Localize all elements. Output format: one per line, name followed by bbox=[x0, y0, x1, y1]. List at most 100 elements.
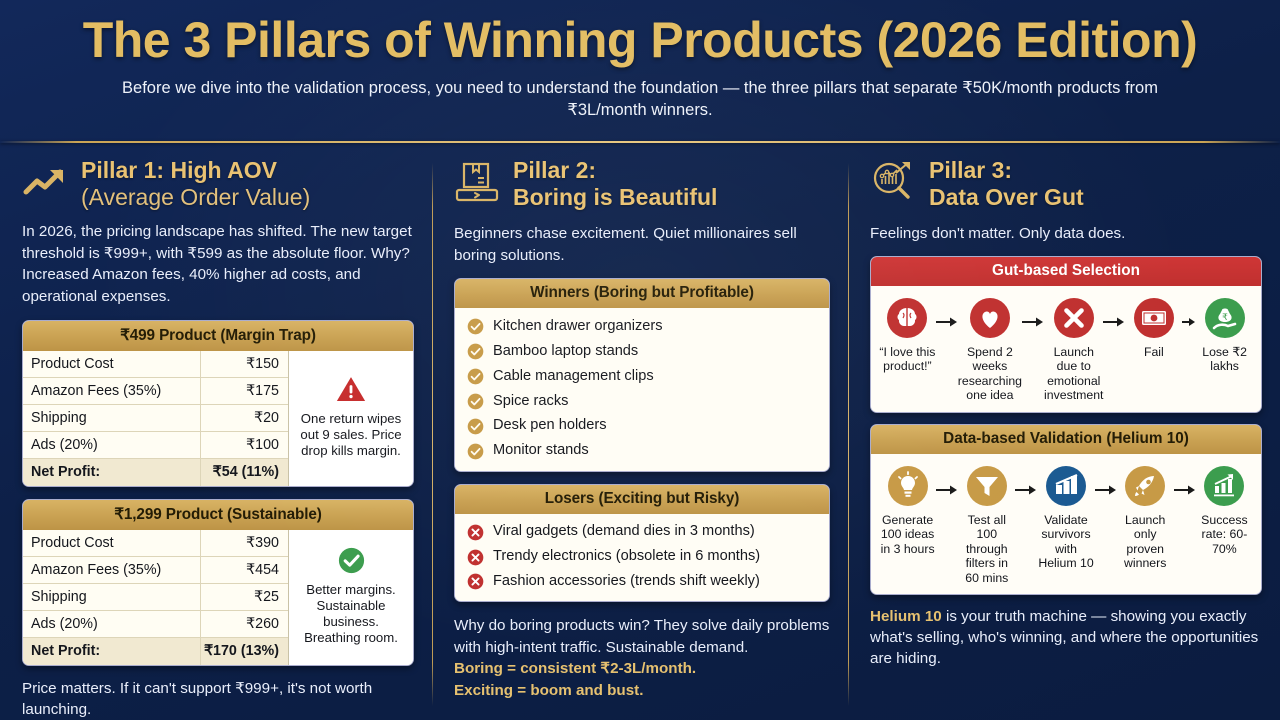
losers-header: Losers (Exciting but Risky) bbox=[455, 484, 829, 514]
cost-label: Ads (20%) bbox=[31, 615, 98, 632]
arrow-right-icon bbox=[1094, 483, 1117, 495]
table-row: Product Cost ₹150 bbox=[23, 350, 288, 378]
cost-value: ₹454 bbox=[200, 556, 288, 583]
cost-label: Product Cost bbox=[31, 355, 114, 372]
pillar-3-column: Pillar 3: Data Over Gut Feelings don't m… bbox=[848, 149, 1280, 720]
table-row: Shipping ₹25 bbox=[23, 583, 288, 611]
cost-value: ₹175 bbox=[200, 377, 288, 404]
net-profit-label: Net Profit: bbox=[31, 464, 101, 481]
pillars-container: Pillar 1: High AOV (Average Order Value)… bbox=[0, 149, 1280, 720]
flow-step-label: Lose ₹2 lakhs bbox=[1202, 344, 1247, 374]
funnel-icon bbox=[966, 465, 1008, 507]
flow-step-label: Generate 100 ideas in 3 hours bbox=[880, 512, 935, 556]
table-row: Ads (20%) ₹100 bbox=[23, 431, 288, 459]
cost-label: Amazon Fees (35%) bbox=[31, 561, 162, 578]
page-subtitle: Before we dive into the validation proce… bbox=[122, 78, 1158, 119]
cost-label: Amazon Fees (35%) bbox=[31, 382, 162, 399]
data-based-validation-header: Data-based Validation (Helium 10) bbox=[871, 424, 1261, 454]
flow-step: “I love this product!” bbox=[879, 297, 936, 374]
data-based-validation-card: Data-based Validation (Helium 10) Genera… bbox=[870, 423, 1262, 596]
pillar-3-subtitle: Data Over Gut bbox=[929, 184, 1084, 211]
arrow-right-icon bbox=[935, 315, 958, 327]
gut-based-selection-steps: “I love this product!” Spend 2 weeks res… bbox=[871, 285, 1261, 412]
cost-table-499-note: One return wipes out 9 sales. Price drop… bbox=[288, 350, 413, 486]
list-item-label: Cable management clips bbox=[493, 367, 654, 384]
pillar-2-intro: Beginners chase excitement. Quiet millio… bbox=[454, 225, 797, 264]
svg-text:₹: ₹ bbox=[1222, 313, 1228, 323]
check-circle-icon bbox=[338, 547, 365, 578]
arrow-right-icon bbox=[1103, 315, 1125, 327]
list-item-label: Fashion accessories (trends shift weekly… bbox=[493, 573, 760, 590]
x-circle-red-icon bbox=[467, 524, 484, 541]
growth-chart-icon bbox=[1203, 465, 1245, 507]
list-item-label: Viral gadgets (demand dies in 3 months) bbox=[493, 523, 755, 540]
list-item: Bamboo laptop stands bbox=[455, 339, 829, 364]
winners-header: Winners (Boring but Profitable) bbox=[455, 279, 829, 309]
check-circle-gold-icon bbox=[467, 418, 484, 435]
list-item: Trendy electronics (obsolete in 6 months… bbox=[455, 545, 829, 570]
rocket-icon bbox=[1124, 465, 1166, 507]
flow-step: Fail bbox=[1125, 297, 1182, 360]
pillar-2-column: Pillar 2: Boring is Beautiful Beginners … bbox=[432, 149, 848, 720]
cost-table-499-header: ₹499 Product (Margin Trap) bbox=[23, 320, 413, 351]
list-item: Desk pen holders bbox=[455, 414, 829, 439]
check-circle-gold-icon bbox=[467, 318, 484, 335]
pillar-3-intro: Feelings don't matter. Only data does. bbox=[870, 225, 1126, 243]
flow-step-label: Fail bbox=[1143, 344, 1164, 359]
pillar-1-subtitle: (Average Order Value) bbox=[81, 184, 311, 211]
check-circle-gold-icon bbox=[467, 368, 484, 385]
list-item-label: Spice racks bbox=[493, 392, 569, 409]
cost-table-1299-rows: Product Cost ₹390 Amazon Fees (35%) ₹454… bbox=[23, 529, 288, 665]
flow-step: Launch due to emotional investment bbox=[1044, 297, 1103, 403]
table-row: Shipping ₹20 bbox=[23, 404, 288, 432]
winners-list: Kitchen drawer organizers Bamboo laptop … bbox=[455, 308, 829, 471]
helium-10-text: is your truth machine — showing you exac… bbox=[870, 608, 1259, 668]
cost-label: Ads (20%) bbox=[31, 436, 98, 453]
list-item: Cable management clips bbox=[455, 364, 829, 389]
flow-step-label: Launch only proven winners bbox=[1124, 512, 1167, 571]
check-circle-gold-icon bbox=[467, 393, 484, 410]
cost-value: ₹390 bbox=[200, 529, 288, 556]
page-title: The 3 Pillars of Winning Products (2026 … bbox=[82, 12, 1198, 68]
pillar-1-footer: Price matters. If it can't support ₹999+… bbox=[22, 679, 373, 718]
cost-value: ₹150 bbox=[200, 350, 288, 377]
cost-table-1299: ₹1,299 Product (Sustainable) Product Cos… bbox=[22, 498, 414, 666]
pillar-2-gold-line-2: Exciting = boom and bust. bbox=[454, 681, 644, 699]
money-loss-icon: ₹ bbox=[1204, 297, 1246, 339]
table-row: Ads (20%) ₹260 bbox=[23, 610, 288, 638]
net-profit-label: Net Profit: bbox=[31, 643, 101, 660]
list-item: Fashion accessories (trends shift weekly… bbox=[455, 570, 829, 595]
losers-list: Viral gadgets (demand dies in 3 months) … bbox=[455, 513, 829, 602]
pillar-2-why: Why do boring products win? They solve d… bbox=[454, 617, 830, 656]
check-circle-gold-icon bbox=[467, 343, 484, 360]
table-row: Amazon Fees (35%) ₹175 bbox=[23, 377, 288, 405]
flow-step: Launch only proven winners bbox=[1117, 465, 1174, 571]
helium-10-note: Helium 10 is your truth machine — showin… bbox=[870, 607, 1262, 670]
cost-value: ₹260 bbox=[200, 610, 288, 637]
note-text: Better margins. Sustainable business. Br… bbox=[304, 582, 398, 646]
brain-icon bbox=[886, 297, 928, 339]
list-item-label: Trendy electronics (obsolete in 6 months… bbox=[493, 548, 761, 565]
cost-value: ₹100 bbox=[200, 431, 288, 458]
x-circle-red-icon bbox=[467, 573, 484, 590]
table-row-total: Net Profit: ₹170 (13%) bbox=[23, 637, 288, 665]
flow-step: Spend 2 weeks researching one idea bbox=[958, 297, 1022, 403]
heart-icon bbox=[969, 297, 1011, 339]
arrow-right-icon bbox=[1015, 483, 1037, 495]
data-based-validation-steps: Generate 100 ideas in 3 hours Test all 1… bbox=[871, 453, 1261, 595]
cost-table-1299-note: Better margins. Sustainable business. Br… bbox=[288, 529, 413, 665]
flow-step: Test all 100 through filters in 60 mins bbox=[958, 465, 1015, 586]
arrow-right-icon bbox=[936, 483, 958, 495]
table-row: Product Cost ₹390 bbox=[23, 529, 288, 557]
table-row: Amazon Fees (35%) ₹454 bbox=[23, 556, 288, 584]
cost-label: Shipping bbox=[31, 409, 87, 426]
list-item: Monitor stands bbox=[455, 439, 829, 464]
column-divider-2 bbox=[848, 163, 849, 706]
page-header: The 3 Pillars of Winning Products (2026 … bbox=[0, 0, 1280, 131]
gut-based-selection-header: Gut-based Selection bbox=[871, 256, 1261, 286]
pillar-1-intro: In 2026, the pricing landscape has shift… bbox=[22, 223, 412, 305]
gut-based-selection-card: Gut-based Selection “I love this product… bbox=[870, 255, 1262, 413]
check-circle-gold-icon bbox=[467, 443, 484, 460]
trending-up-icon bbox=[22, 159, 68, 205]
